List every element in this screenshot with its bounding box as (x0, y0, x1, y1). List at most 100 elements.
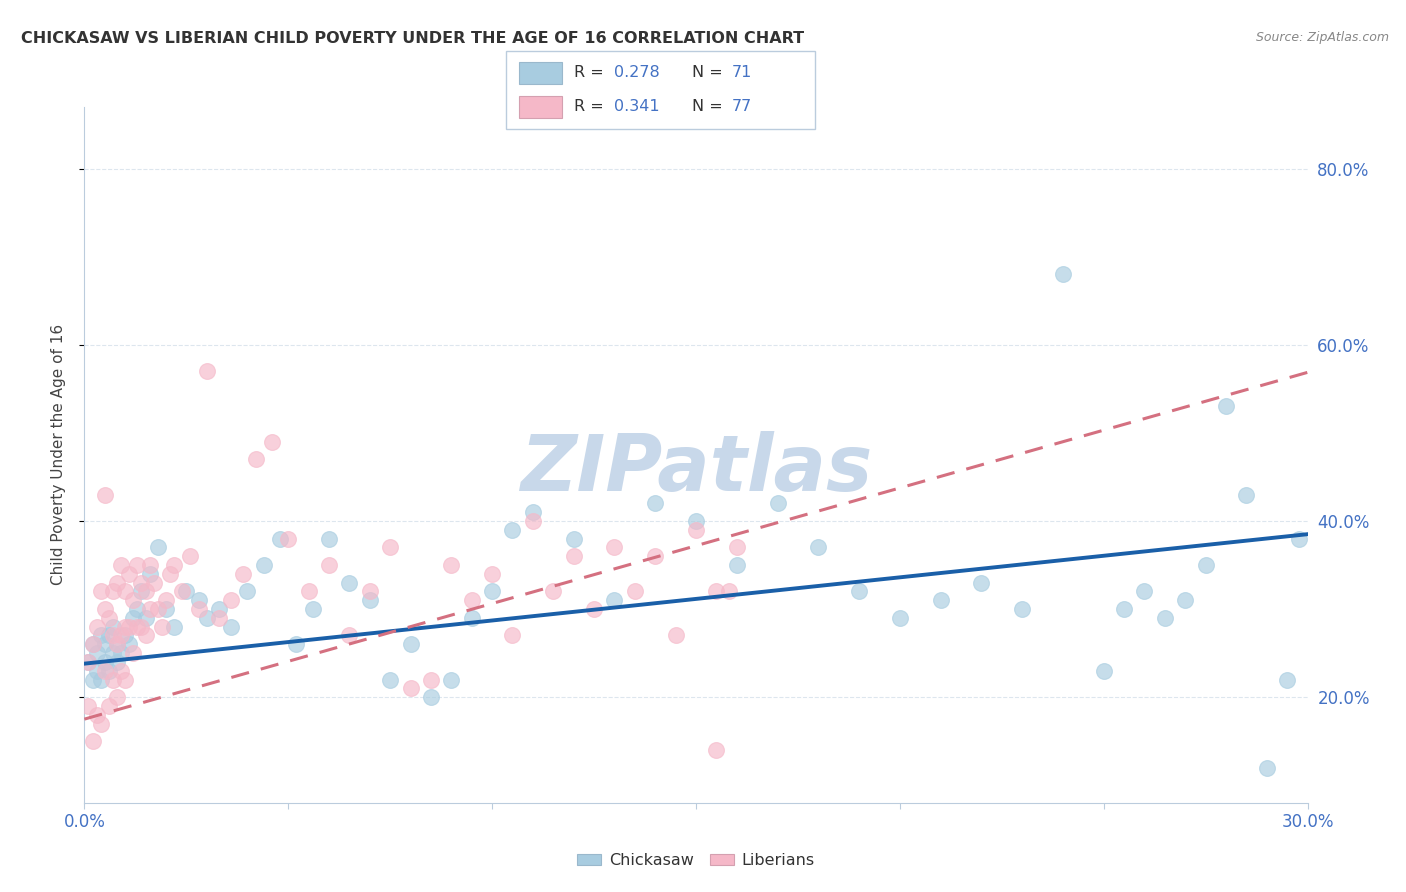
FancyBboxPatch shape (506, 51, 815, 129)
Point (90, 716, 112, 731)
Point (543, 584, 565, 599)
Point (502, 628, 524, 642)
Point (440, 558, 463, 572)
Point (127, 620, 149, 634)
Point (131, 575, 153, 590)
Point (97, 664, 120, 678)
Point (101, 584, 124, 599)
Point (187, 593, 209, 607)
Point (93, 602, 117, 616)
Point (318, 558, 340, 572)
Point (380, 541, 402, 555)
Point (110, 558, 132, 572)
Bar (519, 96, 562, 119)
Point (118, 620, 141, 634)
Point (420, 690, 443, 705)
Point (93, 487, 117, 501)
Point (131, 584, 153, 599)
Point (232, 566, 254, 581)
Point (644, 496, 666, 510)
Point (82, 734, 104, 748)
Point (93, 637, 117, 651)
Point (195, 364, 218, 378)
Point (461, 611, 484, 625)
Point (399, 637, 422, 651)
Point (260, 434, 283, 449)
Y-axis label: Child Poverty Under the Age of 16: Child Poverty Under the Age of 16 (51, 325, 66, 585)
Point (929, 593, 952, 607)
Point (179, 549, 201, 564)
Point (172, 584, 194, 599)
Point (359, 593, 381, 607)
Point (1011, 602, 1033, 616)
Point (97, 611, 120, 625)
Point (97, 698, 120, 713)
Point (114, 628, 136, 642)
Point (77, 655, 100, 669)
Point (245, 452, 267, 467)
Point (86, 646, 108, 660)
Point (562, 549, 585, 564)
Point (889, 611, 911, 625)
Legend: Chickasaw, Liberians: Chickasaw, Liberians (571, 847, 821, 875)
Text: CHICKASAW VS LIBERIAN CHILD POVERTY UNDER THE AGE OF 16 CORRELATION CHART: CHICKASAW VS LIBERIAN CHILD POVERTY UNDE… (21, 31, 804, 46)
Point (298, 584, 321, 599)
Point (208, 602, 231, 616)
Point (90, 673, 112, 687)
Text: R =: R = (574, 65, 609, 80)
Point (420, 673, 443, 687)
Point (135, 628, 157, 642)
Point (339, 628, 361, 642)
Point (399, 681, 422, 696)
Point (301, 602, 323, 616)
Point (195, 611, 218, 625)
Point (110, 646, 132, 660)
Point (101, 620, 124, 634)
Point (236, 584, 259, 599)
Point (1052, 268, 1074, 282)
Point (110, 628, 132, 642)
Point (135, 584, 157, 599)
Point (665, 628, 688, 642)
Point (176, 584, 198, 599)
Point (1154, 611, 1177, 625)
Point (603, 593, 626, 607)
Point (97, 628, 120, 642)
Point (105, 690, 128, 705)
Text: N =: N = (692, 100, 728, 114)
Point (93, 655, 117, 669)
Point (138, 566, 160, 581)
Point (208, 611, 231, 625)
Point (219, 593, 242, 607)
Point (150, 620, 173, 634)
Point (105, 655, 128, 669)
Point (339, 575, 361, 590)
Point (219, 620, 242, 634)
Text: 0.278: 0.278 (614, 65, 661, 80)
Point (1114, 602, 1136, 616)
Point (685, 523, 707, 537)
Point (1236, 487, 1258, 501)
Point (82, 637, 104, 651)
Point (706, 743, 728, 757)
Point (118, 566, 141, 581)
Point (90, 628, 112, 642)
Point (122, 646, 145, 660)
Point (86, 664, 108, 678)
Point (138, 602, 160, 616)
Point (380, 673, 402, 687)
Point (155, 602, 177, 616)
Point (562, 532, 585, 546)
Point (481, 566, 503, 581)
Point (86, 707, 108, 722)
Point (105, 637, 128, 651)
Point (101, 673, 124, 687)
Text: R =: R = (574, 100, 609, 114)
Point (522, 505, 544, 519)
Text: 71: 71 (733, 65, 752, 80)
Point (848, 584, 870, 599)
Point (685, 514, 707, 528)
Point (131, 620, 153, 634)
Point (1092, 664, 1115, 678)
Point (90, 584, 112, 599)
